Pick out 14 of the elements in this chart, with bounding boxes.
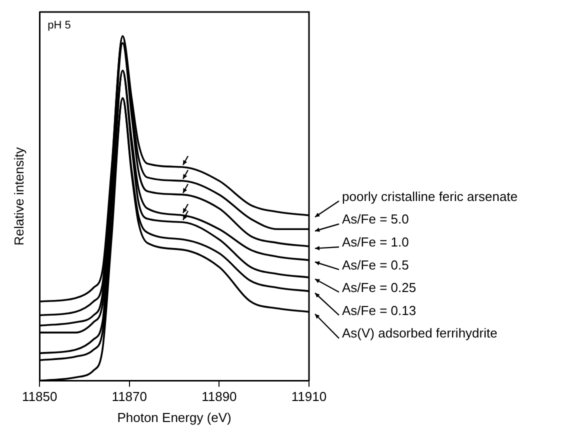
legend-label: As/Fe = 0.13 — [342, 302, 416, 318]
legend-label: As/Fe = 0.5 — [342, 257, 409, 272]
legend-label: As/Fe = 0.25 — [342, 280, 416, 296]
y-axis-title: Relative intensity — [11, 146, 26, 246]
legend-label: As/Fe = 1.0 — [342, 234, 409, 250]
x-tick-label: 11870 — [112, 389, 147, 404]
text: pH 5 — [48, 20, 71, 32]
x-axis-title: Photon Energy (eV) — [117, 410, 232, 425]
x-tick-label: 11910 — [291, 389, 327, 404]
text: poorly cristalline feric arsenate — [342, 188, 518, 204]
x-tick-label: 11890 — [202, 389, 237, 404]
legend-label: As(V) adsorbed ferrihydrite — [342, 326, 498, 341]
legend-label: As/Fe = 5.0 — [342, 212, 409, 227]
x-tick-label: 11850 — [22, 389, 58, 404]
